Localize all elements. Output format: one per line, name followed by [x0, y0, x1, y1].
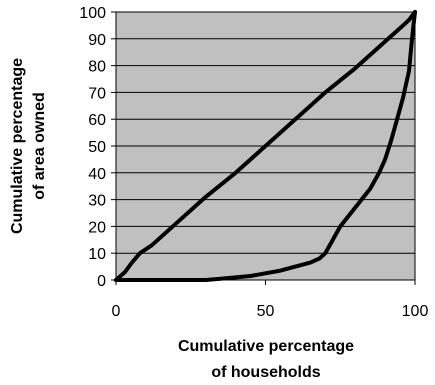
- y-tick-label-0: 0: [97, 273, 106, 290]
- y-tick-label-100: 100: [79, 5, 106, 22]
- y-tick-labels: 0 10 20 30 40 50 60 70 80 90 100: [79, 5, 106, 290]
- x-tick-label-0: 0: [112, 303, 121, 320]
- y-tick-label-90: 90: [88, 32, 106, 49]
- y-tick-label-50: 50: [88, 139, 106, 156]
- y-axis-title-line-1: Cumulative percentage: [9, 58, 26, 234]
- x-tick-labels: 0 50 100: [112, 303, 429, 320]
- y-tick-label-60: 60: [88, 112, 106, 129]
- y-tick-label-80: 80: [88, 59, 106, 76]
- y-tick-label-20: 20: [88, 219, 106, 236]
- y-tick-label-10: 10: [88, 246, 106, 263]
- x-axis-title-line-1: Cumulative percentage: [178, 338, 354, 355]
- x-axis-title-line-2: of households: [211, 364, 320, 381]
- y-tick-label-70: 70: [88, 85, 106, 102]
- gridlines: [116, 38, 415, 254]
- series-lines: [114, 10, 417, 282]
- y-tick-label-40: 40: [88, 166, 106, 183]
- y-axis-title-line-2: of area owned: [31, 92, 48, 200]
- y-tick-label-30: 30: [88, 193, 106, 210]
- axes: [111, 11, 416, 285]
- series-line-2: [114, 10, 417, 282]
- x-tick-label-100: 100: [402, 303, 429, 320]
- x-tick-label-50: 50: [257, 303, 275, 320]
- series-line-1: [114, 10, 417, 282]
